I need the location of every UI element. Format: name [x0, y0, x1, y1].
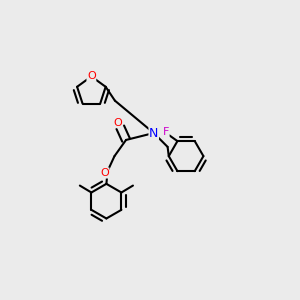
Text: N: N: [149, 127, 158, 140]
Text: O: O: [87, 71, 96, 81]
Text: O: O: [114, 118, 122, 128]
Text: O: O: [100, 168, 109, 178]
Text: F: F: [163, 127, 169, 137]
